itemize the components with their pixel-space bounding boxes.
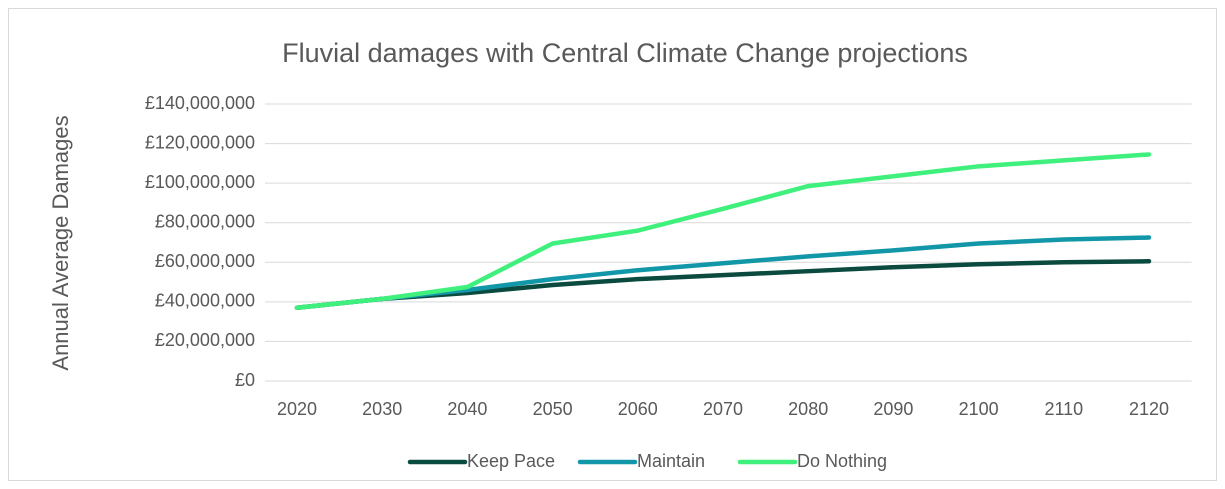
chart-border: [8, 8, 1217, 481]
line-series: [294, 152, 1152, 311]
legend-label: Keep Pace: [467, 451, 555, 471]
x-tick-label: 2070: [703, 399, 743, 419]
x-tick-label: 2110: [1044, 399, 1083, 419]
legend-label: Do Nothing: [797, 451, 887, 471]
y-tick-label: £80,000,000: [155, 211, 255, 231]
y-tick-label: £140,000,000: [145, 93, 255, 113]
legend-label: Maintain: [637, 451, 705, 471]
y-tick-label: £120,000,000: [145, 132, 255, 152]
x-tick-label: 2040: [447, 399, 487, 419]
x-tick-label: 2090: [873, 399, 913, 419]
y-tick-label: £0: [235, 370, 255, 390]
x-tick-label: 2030: [362, 399, 402, 419]
y-tick-label: £60,000,000: [155, 251, 255, 271]
x-tick-label: 2120: [1129, 399, 1169, 419]
y-tick-label: £100,000,000: [145, 172, 255, 192]
x-tick-label: 2020: [277, 399, 317, 419]
x-tick-label: 2100: [959, 399, 999, 419]
chart-title: Fluvial damages with Central Climate Cha…: [282, 38, 968, 68]
y-tick-label: £20,000,000: [155, 330, 255, 350]
y-tick-label: £40,000,000: [155, 291, 255, 311]
x-tick-label: 2080: [788, 399, 828, 419]
y-axis-title: Annual Average Damages: [48, 115, 73, 370]
x-tick-label: 2050: [533, 399, 573, 419]
x-tick-label: 2060: [618, 399, 658, 419]
